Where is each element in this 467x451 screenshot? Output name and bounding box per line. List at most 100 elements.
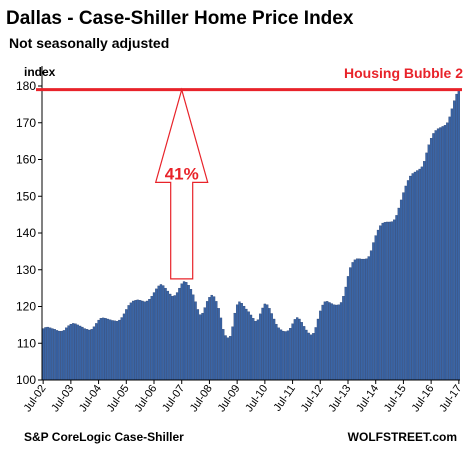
- bar: [164, 287, 167, 381]
- bar: [180, 283, 183, 381]
- bar: [194, 301, 197, 381]
- bar: [296, 317, 299, 381]
- bar: [277, 327, 280, 381]
- bar: [152, 292, 156, 381]
- bar: [122, 313, 126, 381]
- bar: [99, 318, 103, 381]
- bar: [455, 93, 458, 381]
- bar: [229, 336, 232, 381]
- bar: [261, 307, 264, 381]
- bar: [272, 318, 276, 381]
- bar: [150, 296, 153, 381]
- increase-arrow: [154, 87, 209, 280]
- bar: [291, 323, 294, 381]
- bar: [441, 126, 444, 381]
- reference-line-label: Housing Bubble 2: [344, 65, 463, 81]
- bar: [448, 116, 451, 381]
- bar: [97, 319, 100, 381]
- bar: [81, 326, 84, 381]
- y-axis-ticks: 100 110 120 130 140 150 160 170 180: [16, 79, 42, 387]
- bar: [178, 287, 181, 381]
- bar: [212, 296, 216, 381]
- bar: [141, 300, 144, 381]
- bar: [423, 161, 426, 381]
- bar: [210, 294, 213, 381]
- bar: [360, 258, 364, 381]
- bar: [453, 100, 456, 381]
- bar: [199, 314, 202, 381]
- bar: [256, 319, 260, 381]
- bar: [376, 229, 380, 381]
- bar: [62, 330, 66, 381]
- bar: [268, 308, 271, 381]
- bar: [328, 302, 331, 381]
- x-tick-label: Jul-08: [188, 383, 215, 414]
- bar: [432, 133, 435, 381]
- bar: [224, 335, 227, 381]
- bar: [192, 294, 195, 381]
- bar: [381, 222, 384, 381]
- bar: [85, 329, 89, 381]
- bar: [205, 301, 209, 381]
- bar: [342, 296, 345, 381]
- bar: [418, 168, 421, 381]
- y-tick-label: 170: [16, 116, 36, 130]
- bar: [386, 221, 389, 381]
- bar: [402, 192, 405, 381]
- bar: [113, 320, 116, 381]
- bar: [88, 329, 91, 381]
- bar: [263, 303, 267, 381]
- bar: [222, 329, 225, 381]
- bar: [259, 313, 262, 381]
- bar: [134, 300, 137, 381]
- bar: [406, 180, 410, 381]
- bar: [270, 313, 273, 381]
- bar: [351, 262, 354, 381]
- bar: [182, 281, 186, 381]
- bar: [120, 317, 123, 381]
- bar: [434, 130, 437, 381]
- bar: [67, 325, 70, 381]
- bar: [339, 302, 343, 381]
- bar: [326, 301, 329, 381]
- x-tick-label: Jul-12: [299, 383, 326, 414]
- x-tick-label: Jul-14: [354, 383, 381, 414]
- bar: [395, 215, 398, 381]
- bar: [305, 329, 308, 381]
- bar: [48, 327, 52, 381]
- bar: [51, 328, 54, 381]
- bar: [132, 300, 135, 381]
- bar: [397, 207, 400, 381]
- bar: [189, 289, 193, 381]
- chart-title: Dallas - Case-Shiller Home Price Index: [6, 8, 354, 29]
- bar: [409, 175, 412, 381]
- bar: [159, 284, 163, 381]
- x-tick-label: Jul-11: [271, 383, 298, 414]
- y-tick-label: 130: [16, 263, 36, 277]
- bar: [254, 321, 257, 381]
- bar: [383, 222, 387, 381]
- bar-series: [42, 89, 460, 381]
- x-tick-label: Jul-06: [132, 383, 159, 414]
- bar: [411, 173, 414, 381]
- bar: [215, 301, 218, 381]
- bar: [446, 122, 449, 381]
- bar: [349, 267, 352, 381]
- bar: [247, 311, 250, 381]
- bar: [169, 293, 172, 381]
- x-tick-label: Jul-05: [105, 383, 132, 414]
- bar: [420, 166, 424, 381]
- source-credit: S&P CoreLogic Case-Shiller: [24, 430, 184, 444]
- bar: [240, 303, 243, 381]
- bar: [90, 329, 93, 381]
- bar: [293, 319, 297, 381]
- bar: [173, 295, 176, 381]
- bar: [175, 292, 179, 381]
- bar: [369, 250, 373, 381]
- bar: [95, 323, 98, 381]
- bar: [275, 323, 278, 381]
- bar: [379, 225, 382, 381]
- bar: [60, 330, 63, 381]
- y-tick-label: 160: [16, 153, 36, 167]
- bar: [53, 329, 56, 381]
